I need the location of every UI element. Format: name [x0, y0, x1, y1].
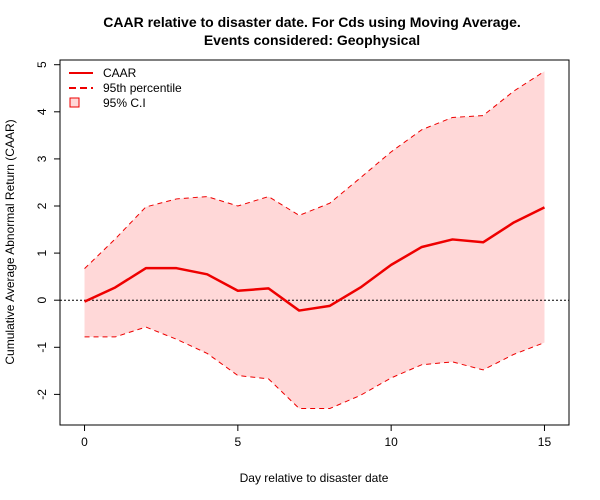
legend-ci-swatch: [69, 97, 80, 108]
confidence-band: [84, 71, 545, 409]
y-axis: -2 -1 0 1 2 3 4 5: [35, 61, 60, 400]
x-axis-label: Day relative to disaster date: [240, 471, 389, 485]
x-tick-label: 0: [81, 435, 88, 449]
plot-area: [60, 70, 569, 410]
x-tick-label: 5: [234, 435, 241, 449]
legend-ci-label: 95% C.I: [103, 96, 146, 110]
y-tick-label: 1: [35, 249, 49, 256]
chart-subtitle: Events considered: Geophysical: [204, 32, 420, 48]
y-tick-label: 2: [35, 202, 49, 209]
y-tick-label: 4: [35, 108, 49, 115]
legend-percentile-label: 95th percentile: [103, 81, 182, 95]
y-tick-label: 0: [35, 297, 49, 304]
x-axis: 0 5 10 15: [81, 425, 551, 449]
y-tick-label: 3: [35, 155, 49, 162]
caar-line: [84, 206, 546, 312]
plot-frame: [59, 59, 570, 426]
legend-caar-label: CAAR: [103, 66, 137, 80]
upper-percentile-line: [84, 70, 545, 269]
y-tick-label: -2: [35, 389, 49, 400]
chart-title: CAAR relative to disaster date. For Cds …: [103, 14, 521, 30]
y-tick-label: -1: [35, 342, 49, 353]
y-tick-label: 5: [35, 61, 49, 68]
legend: CAAR 95th percentile 95% C.I: [69, 66, 182, 110]
y-axis-label: Cumulative Average Abnormal Return (CAAR…: [3, 119, 17, 364]
x-tick-label: 15: [538, 435, 552, 449]
lower-percentile-line: [84, 326, 545, 410]
x-tick-label: 10: [384, 435, 398, 449]
